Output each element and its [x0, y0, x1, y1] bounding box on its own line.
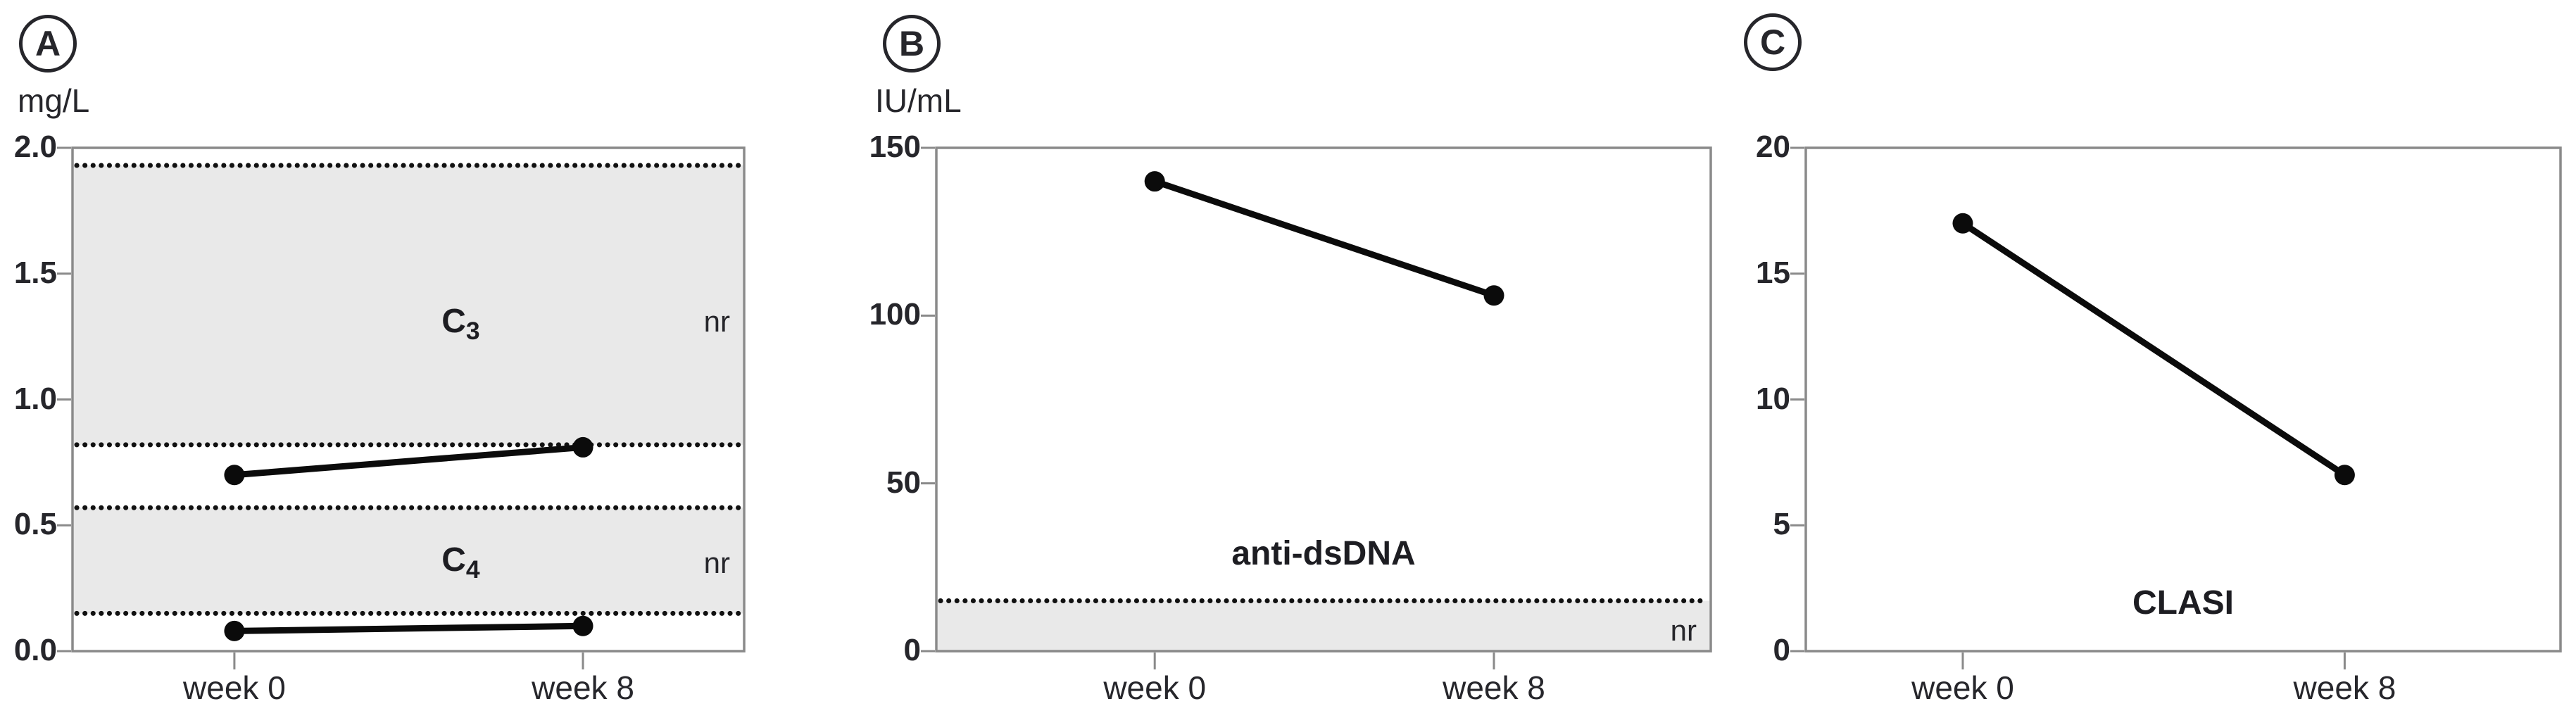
y-tick-label: 100 — [869, 297, 921, 332]
data-point-anti-dsDNA — [1483, 285, 1504, 306]
series-label-C4: C4 — [441, 541, 479, 584]
normal-range-nr-label: nr — [703, 304, 730, 338]
series-label-anti-dsDNA: anti-dsDNA — [1231, 534, 1416, 572]
normal-range-band-C3 — [74, 165, 743, 445]
plot-border — [1804, 146, 2562, 653]
series-label-subscript: 3 — [465, 316, 480, 345]
x-tick-label: week 8 — [1443, 669, 1545, 706]
y-tick-label: 1.0 — [13, 381, 57, 416]
x-tick-label: week 0 — [1103, 669, 1207, 706]
y-tick-label: 0 — [1773, 633, 1790, 667]
series-label-CLASI: CLASI — [2132, 584, 2234, 622]
y-tick-label: 10 — [1756, 381, 1790, 416]
data-point-CLASI — [2334, 465, 2355, 486]
panel-letter-badge: B — [883, 15, 941, 73]
data-point-C4 — [224, 620, 245, 641]
y-tick-label: 2.0 — [13, 130, 57, 164]
y-tick-label: 150 — [869, 130, 921, 164]
x-tick-label: week 0 — [1911, 669, 2014, 706]
series-line-CLASI — [1959, 220, 2348, 479]
series-line-anti-dsDNA — [1151, 178, 1497, 299]
x-tick-label: week 0 — [183, 669, 286, 706]
data-point-anti-dsDNA — [1144, 171, 1165, 192]
data-point-C4 — [572, 615, 593, 636]
y-tick-label: 0 — [903, 633, 921, 667]
normal-range-band-C4 — [74, 508, 743, 614]
y-axis-unit-label: mg/L — [18, 82, 90, 119]
series-label-C3: C3 — [441, 302, 479, 346]
y-tick-label: 0.0 — [13, 633, 57, 667]
data-point-C3 — [572, 436, 593, 458]
data-point-C3 — [224, 465, 245, 486]
y-tick-label: 20 — [1756, 130, 1790, 164]
panel-letter-badge: A — [19, 15, 77, 73]
data-point-CLASI — [1952, 213, 1973, 234]
x-tick-label: week 8 — [2293, 669, 2396, 706]
series-line-C3 — [231, 443, 586, 479]
x-tick-label: week 8 — [532, 669, 634, 706]
plot-border — [71, 146, 746, 653]
series-label-base: C — [441, 302, 466, 340]
plot-border — [935, 146, 1712, 653]
y-tick-label: 0.5 — [13, 507, 57, 542]
series-label-base: C — [441, 541, 466, 579]
panel-letter-badge: C — [1744, 13, 1802, 71]
normal-range-band-anti-dsDNA — [938, 600, 1709, 651]
normal-range-nr-label: nr — [1670, 614, 1697, 648]
normal-range-nr-label: nr — [703, 546, 730, 579]
y-tick-label: 1.5 — [13, 255, 57, 290]
y-tick-label: 50 — [886, 465, 921, 500]
series-label-subscript: 4 — [465, 555, 480, 584]
y-tick-label: 15 — [1756, 255, 1790, 290]
y-axis-unit-label: IU/mL — [875, 82, 962, 119]
y-tick-label: 5 — [1773, 507, 1790, 542]
series-line-C4 — [231, 622, 586, 634]
